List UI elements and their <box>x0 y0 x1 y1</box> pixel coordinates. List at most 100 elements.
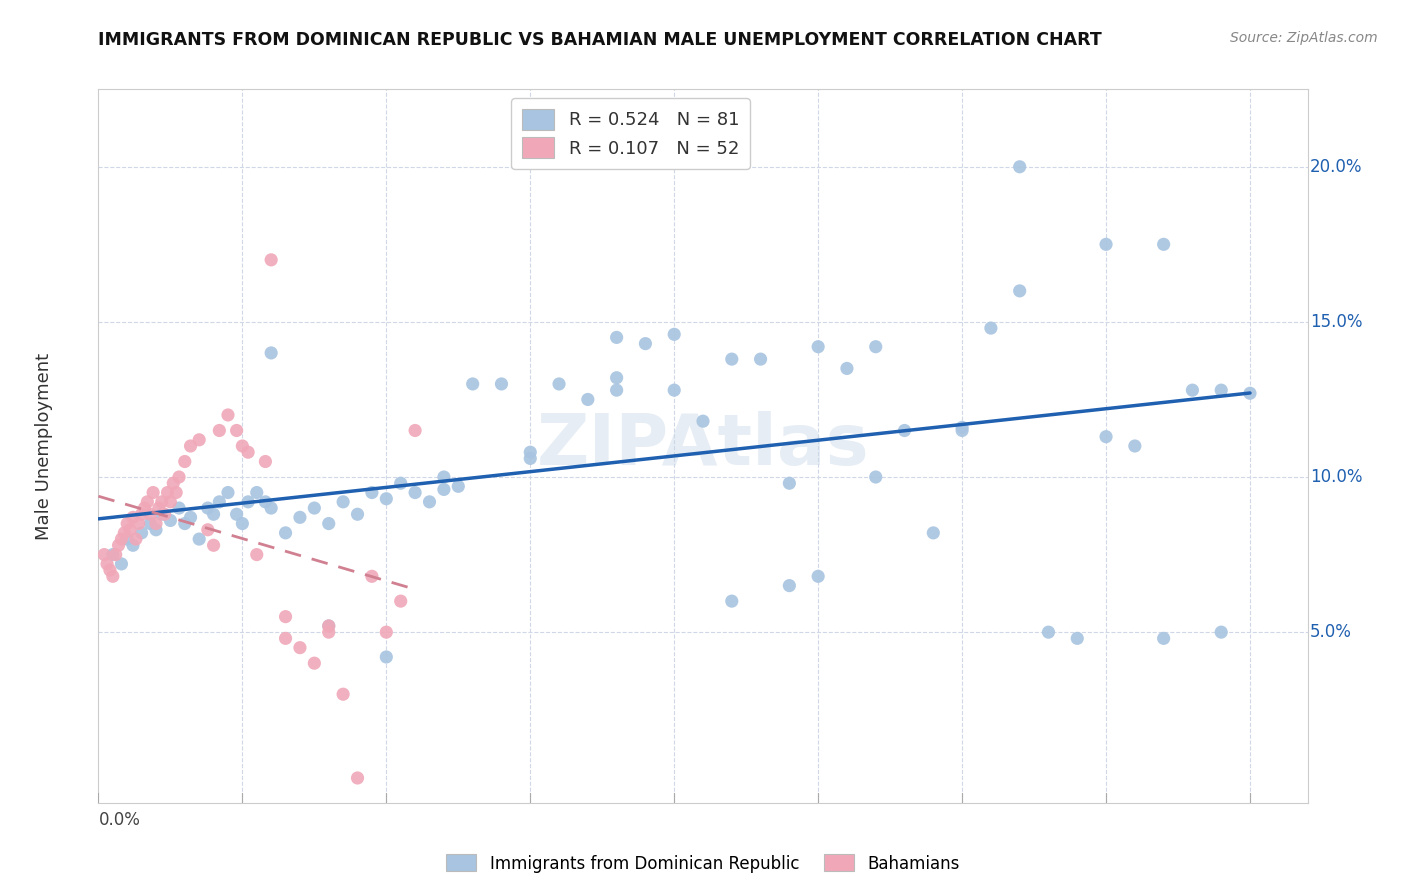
Point <box>122 538 145 552</box>
Point <box>260 501 283 516</box>
Point <box>188 433 211 447</box>
Point <box>188 532 211 546</box>
Point <box>110 557 132 571</box>
Point <box>361 569 384 583</box>
Point <box>1153 632 1175 646</box>
Legend: Immigrants from Dominican Republic, Bahamians: Immigrants from Dominican Republic, Baha… <box>440 847 966 880</box>
Point <box>606 370 628 384</box>
Point <box>107 538 129 552</box>
Point <box>217 408 239 422</box>
Point <box>150 508 173 522</box>
Point <box>167 470 190 484</box>
Point <box>576 392 599 407</box>
Point <box>260 346 283 360</box>
Point <box>304 501 326 516</box>
Point <box>159 495 181 509</box>
Point <box>145 516 167 531</box>
Point <box>134 501 156 516</box>
Point <box>318 516 340 531</box>
Point <box>404 424 426 438</box>
Point <box>101 548 124 562</box>
Text: 0.0%: 0.0% <box>98 812 141 830</box>
Point <box>519 445 541 459</box>
Point <box>1008 284 1031 298</box>
Point <box>131 508 153 522</box>
Point <box>447 479 470 493</box>
Point <box>254 454 277 468</box>
Point <box>1211 625 1233 640</box>
Point <box>159 513 181 527</box>
Point <box>606 330 628 344</box>
Point <box>318 619 340 633</box>
Point <box>346 508 368 522</box>
Point <box>93 548 115 562</box>
Point <box>202 538 225 552</box>
Point <box>664 327 686 342</box>
Point <box>225 508 247 522</box>
Point <box>180 439 202 453</box>
Point <box>112 525 135 540</box>
Point <box>197 523 219 537</box>
Point <box>128 516 150 531</box>
Text: Male Unemployment: Male Unemployment <box>35 352 53 540</box>
Point <box>260 252 283 267</box>
Point <box>778 579 800 593</box>
Point <box>664 383 686 397</box>
Point <box>162 476 184 491</box>
Point <box>274 609 297 624</box>
Point <box>332 495 354 509</box>
Point <box>236 445 259 459</box>
Point <box>1095 430 1118 444</box>
Point <box>142 485 165 500</box>
Point <box>246 548 269 562</box>
Point <box>236 495 259 509</box>
Point <box>1239 386 1261 401</box>
Point <box>101 569 124 583</box>
Point <box>807 340 830 354</box>
Point <box>173 454 195 468</box>
Point <box>139 516 162 531</box>
Text: 5.0%: 5.0% <box>1310 624 1353 641</box>
Text: 10.0%: 10.0% <box>1310 468 1362 486</box>
Text: 20.0%: 20.0% <box>1310 158 1362 176</box>
Point <box>634 336 657 351</box>
Point <box>433 470 456 484</box>
Point <box>893 424 915 438</box>
Point <box>165 485 187 500</box>
Point <box>1008 160 1031 174</box>
Point <box>274 632 297 646</box>
Point <box>246 485 269 500</box>
Point <box>1153 237 1175 252</box>
Point <box>1038 625 1060 640</box>
Point <box>98 563 121 577</box>
Point <box>274 525 297 540</box>
Point <box>835 361 858 376</box>
Point <box>122 510 145 524</box>
Legend: R = 0.524   N = 81, R = 0.107   N = 52: R = 0.524 N = 81, R = 0.107 N = 52 <box>510 98 749 169</box>
Point <box>136 495 159 509</box>
Text: IMMIGRANTS FROM DOMINICAN REPUBLIC VS BAHAMIAN MALE UNEMPLOYMENT CORRELATION CHA: IMMIGRANTS FROM DOMINICAN REPUBLIC VS BA… <box>98 31 1102 49</box>
Point <box>96 557 118 571</box>
Point <box>389 476 412 491</box>
Point <box>231 516 253 531</box>
Point <box>288 510 311 524</box>
Point <box>548 376 571 391</box>
Point <box>1095 237 1118 252</box>
Text: 15.0%: 15.0% <box>1310 313 1362 331</box>
Point <box>361 485 384 500</box>
Point <box>167 501 190 516</box>
Point <box>375 491 398 506</box>
Point <box>606 383 628 397</box>
Point <box>1066 632 1088 646</box>
Point <box>807 569 830 583</box>
Point <box>131 525 153 540</box>
Point <box>922 525 945 540</box>
Point <box>115 532 138 546</box>
Point <box>950 420 973 434</box>
Point <box>304 656 326 670</box>
Point <box>1211 383 1233 397</box>
Point <box>208 495 231 509</box>
Point <box>950 424 973 438</box>
Point <box>115 516 138 531</box>
Point <box>720 594 742 608</box>
